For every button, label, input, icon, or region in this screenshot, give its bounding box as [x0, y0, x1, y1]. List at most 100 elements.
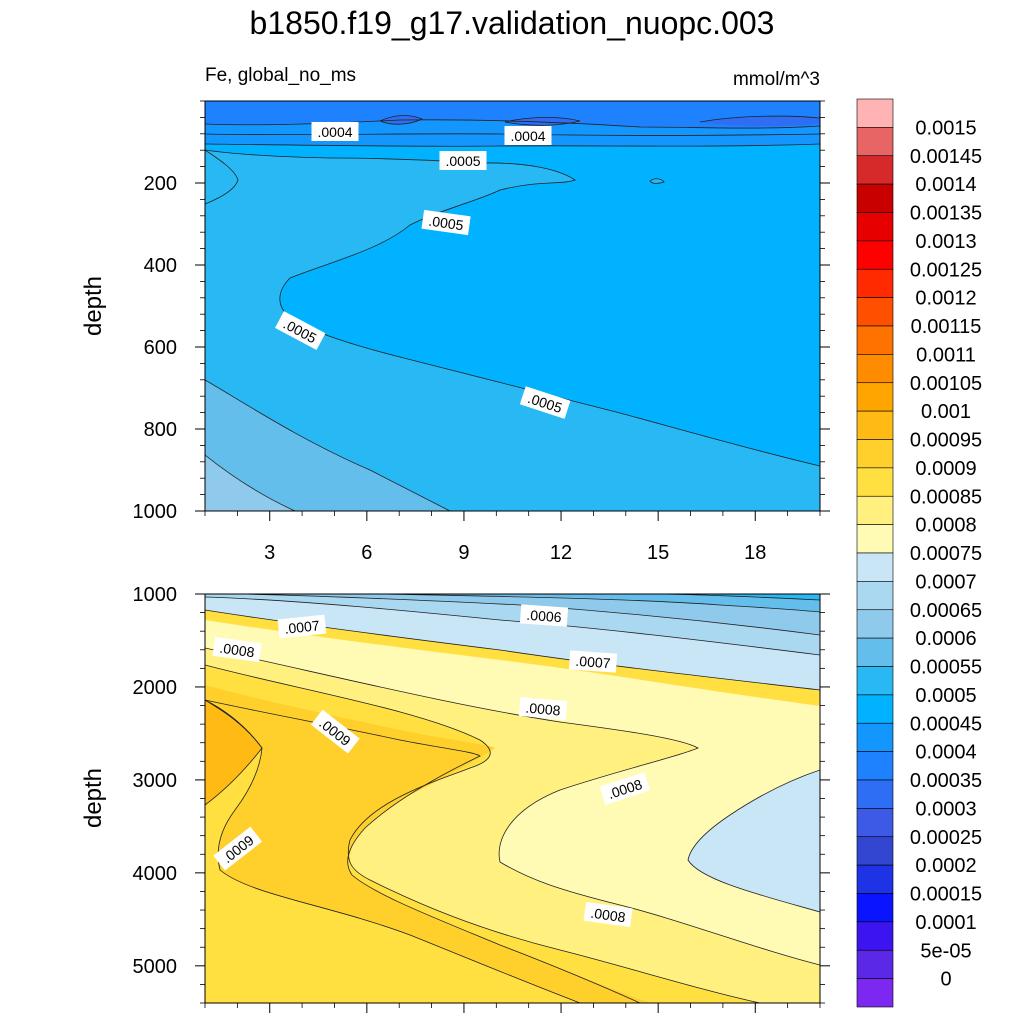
- contour-label: .0007: [277, 614, 327, 639]
- colorbar-swatch: [856, 893, 894, 923]
- contour-label-bg: [519, 604, 569, 627]
- upper-fill-top-dark: [205, 101, 820, 129]
- contour-label-bg: [519, 386, 571, 419]
- lower-fill-0009-strip: [205, 700, 640, 1003]
- colorbar-label: 0.0012: [915, 288, 976, 310]
- upper-xtick-label: 6: [361, 542, 372, 564]
- colorbar-swatch: [856, 127, 894, 157]
- contour-label: .0008: [583, 901, 633, 928]
- colorbar-label: 0.0014: [915, 174, 976, 196]
- colorbar-label: 0.00075: [910, 543, 982, 565]
- lower-fill-00095-pocket: [205, 700, 262, 805]
- colorbar-label: 0.00015: [910, 884, 982, 906]
- colorbar-label: 0.00045: [910, 713, 982, 735]
- contour-label: .0008: [212, 636, 262, 663]
- colorbar-label: 0.0015: [915, 117, 976, 139]
- lower-fill-00075-band: [205, 620, 820, 965]
- colorbar-label: 0.0001: [915, 912, 976, 934]
- contour-label: .0007: [568, 650, 618, 673]
- upper-fill-bottom-left: [205, 380, 450, 511]
- colorbar-swatch: [856, 836, 894, 866]
- lower-panel: 1000 2000 3000 4000 5000 .0006 .0007 .0007 .000…: [80, 584, 830, 1013]
- colorbar-swatch: [856, 98, 894, 128]
- upper-fill-core: [205, 144, 820, 466]
- upper-xtick-label: 9: [458, 542, 469, 564]
- colorbar-swatch: [856, 751, 894, 781]
- colorbar-swatch: [856, 297, 894, 327]
- contour-label-bg: [311, 122, 359, 141]
- contour-label: .0006: [519, 604, 569, 627]
- colorbar-swatch: [856, 666, 894, 696]
- colorbar-swatch: [856, 382, 894, 412]
- colorbar-swatch: [856, 325, 894, 355]
- contour-label-bg: [277, 614, 327, 639]
- upper-ytick-label: 200: [144, 173, 177, 195]
- figure-title: b1850.f19_g17.validation_nuopc.003: [250, 5, 775, 41]
- colorbar-swatch: [856, 722, 894, 752]
- contour-label: .0004: [504, 126, 552, 145]
- colorbar-swatch: [856, 609, 894, 639]
- contour-label: .0005: [421, 209, 471, 236]
- lower-fill-0006: [240, 594, 820, 635]
- colorbar-label: 0.0008: [915, 515, 976, 537]
- upper-xtick-label: 18: [744, 542, 766, 564]
- variable-label: Fe, global_no_ms: [205, 65, 356, 86]
- contour-label: .0004: [311, 122, 359, 141]
- units-label: mmol/m^3: [733, 69, 820, 90]
- upper-fill-corner: [205, 455, 295, 511]
- contour-label-bg: [518, 696, 568, 721]
- colorbar: 0.0015 0.00145 0.0014 0.00135 0.0013 0.00125 0…: [856, 98, 982, 1008]
- upper-ytick-label: 400: [144, 255, 177, 277]
- colorbar-swatch: [856, 268, 894, 298]
- upper-xtick-label: 3: [264, 542, 275, 564]
- colorbar-label: 0.00065: [910, 600, 982, 622]
- contour-label-bg: [504, 126, 552, 145]
- contour-label-bg: [583, 901, 633, 928]
- upper-ytick-label: 1000: [133, 501, 178, 523]
- colorbar-label: 0.0004: [915, 742, 976, 764]
- lower-fill-blue-pocket: [688, 770, 820, 912]
- lower-ticks: 1000 2000 3000 4000 5000: [133, 584, 830, 1013]
- colorbar-label: 0.00135: [910, 203, 982, 225]
- colorbar-swatch: [856, 439, 894, 469]
- colorbar-label: 0.00145: [910, 146, 982, 168]
- colorbar-label: 0.0005: [915, 685, 976, 707]
- upper-ytick-label: 800: [144, 419, 177, 441]
- colorbar-label: 0.00035: [910, 770, 982, 792]
- contour-label-text: .0008: [219, 640, 256, 661]
- contour-label-text: .0006: [526, 607, 562, 625]
- lower-fill-00055: [380, 594, 820, 612]
- colorbar-label: 0.0013: [915, 231, 976, 253]
- contour-label-text: .0008: [590, 905, 627, 926]
- contour-label-bg: [212, 636, 262, 663]
- contour-label-text: .0004: [317, 124, 352, 140]
- colorbar-swatch: [856, 354, 894, 384]
- colorbar-swatch: [856, 183, 894, 213]
- contour-label: .0008: [518, 696, 568, 721]
- colorbar-label: 0.00105: [910, 373, 982, 395]
- colorbar-swatch: [856, 552, 894, 582]
- upper-y-axis-label: depth: [80, 276, 107, 336]
- contour-label: .0005: [439, 151, 487, 170]
- upper-panel: 200 400 600 800 1000 3 6 9 12 15 18 .0004 .0004 .000…: [80, 100, 830, 564]
- colorbar-label: 0.001: [921, 401, 971, 423]
- contour-label-text: .0005: [445, 153, 480, 169]
- colorbar-label: 0.00095: [910, 430, 982, 452]
- lower-ytick-label: 1000: [133, 584, 178, 606]
- colorbar-label: 0.0007: [915, 571, 976, 593]
- contour-label-bg: [275, 311, 326, 350]
- upper-xtick-label: 12: [550, 542, 572, 564]
- contour-label-bg: [310, 709, 360, 754]
- colorbar-swatch: [856, 949, 894, 979]
- colorbar-swatch: [856, 581, 894, 611]
- colorbar-label: 0.00115: [911, 316, 982, 338]
- contour-label-text: .0005: [428, 213, 465, 234]
- colorbar-swatch: [856, 694, 894, 724]
- colorbar-label: 0.0003: [915, 798, 976, 820]
- colorbar-swatch: [856, 155, 894, 185]
- colorbar-label: 0.00025: [910, 827, 982, 849]
- colorbar-label: 0.0002: [915, 855, 976, 877]
- upper-xtick-label: 15: [647, 542, 669, 564]
- colorbar-swatch: [856, 240, 894, 270]
